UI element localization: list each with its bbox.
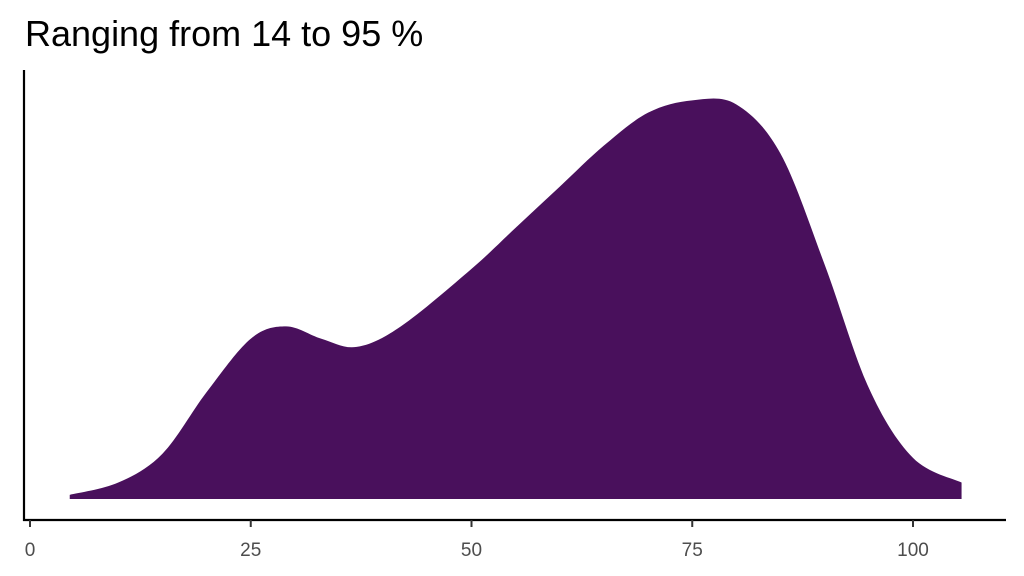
chart-title: Ranging from 14 to 95 % [25,13,424,54]
x-axis-ticks: 0 25 50 75 100 [25,520,929,561]
x-tick-label: 50 [461,540,482,561]
x-tick-label: 100 [897,540,929,561]
density-area [69,98,962,499]
density-area-layer [69,98,962,499]
x-tick-label: 75 [682,540,703,561]
x-tick-label: 25 [240,540,261,561]
x-tick-label: 0 [25,540,36,561]
